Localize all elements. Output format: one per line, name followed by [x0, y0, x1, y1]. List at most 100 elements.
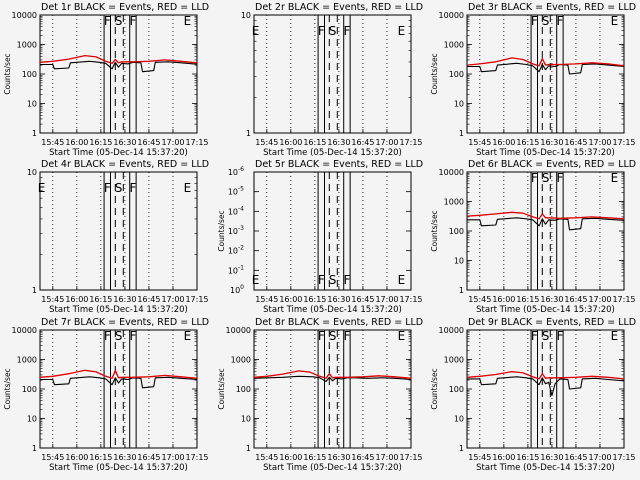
y-tick-label: 1000	[444, 41, 464, 50]
y-tick-label: 1000	[17, 41, 37, 50]
panel-title: Det 4r BLACK = Events, RED = LLD	[41, 159, 209, 170]
y-tick-label: 10-1	[228, 264, 244, 275]
x-tick-label: 16:45	[351, 138, 374, 147]
marker-letter: E	[38, 181, 46, 195]
marker-letter: F	[104, 329, 111, 343]
marker-letter: F	[318, 24, 325, 38]
x-tick-label: 16:30	[540, 453, 563, 462]
marker-letter: F	[556, 14, 563, 28]
marker-letter: E	[252, 24, 260, 38]
series-lld-line	[39, 369, 198, 379]
marker-letter: S	[329, 329, 337, 343]
y-tick-label: 10-4	[228, 205, 244, 216]
x-tick-label: 17:00	[161, 453, 184, 462]
series-events-line	[40, 376, 198, 389]
marker-letter: F	[343, 273, 350, 287]
y-tick-exponent: -1	[238, 264, 244, 271]
y-tick-label: 1	[32, 286, 37, 295]
series-lld-line	[253, 370, 412, 379]
marker-letter: F	[318, 329, 325, 343]
x-tick-label: 16:45	[564, 295, 587, 304]
x-tick-label: 16:00	[279, 453, 302, 462]
x-tick-label: 16:00	[279, 295, 302, 304]
y-tick-label: 10000	[439, 11, 464, 20]
y-tick-label: 1	[246, 129, 251, 138]
x-tick-label: 17:15	[185, 453, 208, 462]
x-tick-label: 16:00	[492, 295, 515, 304]
x-tick-label: 16:30	[327, 138, 350, 147]
plot-frame	[39, 329, 198, 449]
x-tick-label: 16:15	[516, 295, 539, 304]
y-tick-label: 100	[449, 227, 464, 236]
panel-title: Det 6r BLACK = Events, RED = LLD	[468, 159, 636, 170]
x-tick-label: 15:45	[255, 453, 278, 462]
y-axis-label: Counts/sec	[3, 368, 12, 409]
x-tick-label: 16:15	[303, 295, 326, 304]
marker-letter: F	[129, 14, 136, 28]
series-events-line	[467, 62, 625, 75]
y-tick-exponent: -4	[238, 205, 244, 212]
series-events-line	[467, 217, 625, 231]
x-tick-label: 16:00	[65, 453, 88, 462]
marker-letter: S	[329, 24, 337, 38]
marker-letter: F	[531, 329, 538, 343]
x-tick-label: 17:00	[375, 453, 398, 462]
marker-letter: E	[184, 329, 192, 343]
marker-letter: S	[542, 14, 550, 28]
x-axis-label: Start Time (05-Dec-14 15:37:20)	[476, 463, 615, 473]
x-tick-label: 17:00	[161, 295, 184, 304]
x-tick-label: 17:00	[375, 295, 398, 304]
x-tick-label: 16:00	[492, 138, 515, 147]
x-axis-label: Start Time (05-Dec-14 15:37:20)	[263, 463, 402, 473]
y-tick-label: 10	[27, 168, 37, 177]
marker-letter: E	[611, 14, 619, 28]
y-tick-exponent: -3	[238, 225, 244, 232]
y-tick-label: 1000	[444, 356, 464, 365]
x-tick-label: 17:00	[588, 453, 611, 462]
series-lld-line	[466, 57, 625, 67]
plot-frame	[253, 14, 412, 134]
x-tick-label: 16:30	[540, 138, 563, 147]
x-tick-label: 16:30	[327, 295, 350, 304]
x-axis-label: Start Time (05-Dec-14 15:37:20)	[49, 305, 188, 315]
x-tick-label: 17:15	[612, 138, 635, 147]
x-tick-label: 15:45	[41, 138, 64, 147]
x-tick-label: 15:45	[468, 453, 491, 462]
marker-letter: F	[343, 329, 350, 343]
y-tick-label: 10	[27, 415, 37, 424]
marker-letter: E	[398, 273, 406, 287]
y-tick-label: 10000	[12, 11, 37, 20]
y-tick-label: 100	[22, 385, 37, 394]
x-tick-label: 15:45	[255, 295, 278, 304]
marker-letter: E	[252, 273, 260, 287]
series-lld-line	[466, 211, 625, 220]
plot-frame	[466, 14, 625, 134]
marker-letter: F	[318, 273, 325, 287]
y-tick-label: 10000	[439, 326, 464, 335]
x-tick-label: 16:45	[137, 453, 160, 462]
y-tick-label: 10-5	[228, 186, 244, 197]
x-tick-label: 16:45	[137, 138, 160, 147]
y-tick-label: 10-3	[228, 225, 244, 236]
panel-title: Det 7r BLACK = Events, RED = LLD	[41, 317, 209, 328]
y-tick-label: 10	[241, 415, 251, 424]
y-tick-label: 1	[459, 129, 464, 138]
y-axis-label: Counts/sec	[430, 53, 439, 94]
marker-letter: F	[531, 14, 538, 28]
x-tick-label: 17:15	[612, 453, 635, 462]
y-tick-label: 10	[454, 100, 464, 109]
plot-frame	[39, 14, 198, 134]
y-axis-label: Counts/sec	[217, 210, 226, 251]
marker-letter: F	[556, 171, 563, 185]
marker-letter: F	[129, 181, 136, 195]
plot-frame	[466, 329, 625, 449]
y-tick-label: 10000	[439, 168, 464, 177]
x-tick-label: 16:00	[65, 295, 88, 304]
x-tick-label: 16:45	[564, 138, 587, 147]
x-tick-label: 16:00	[279, 138, 302, 147]
y-tick-label: 100	[449, 70, 464, 79]
